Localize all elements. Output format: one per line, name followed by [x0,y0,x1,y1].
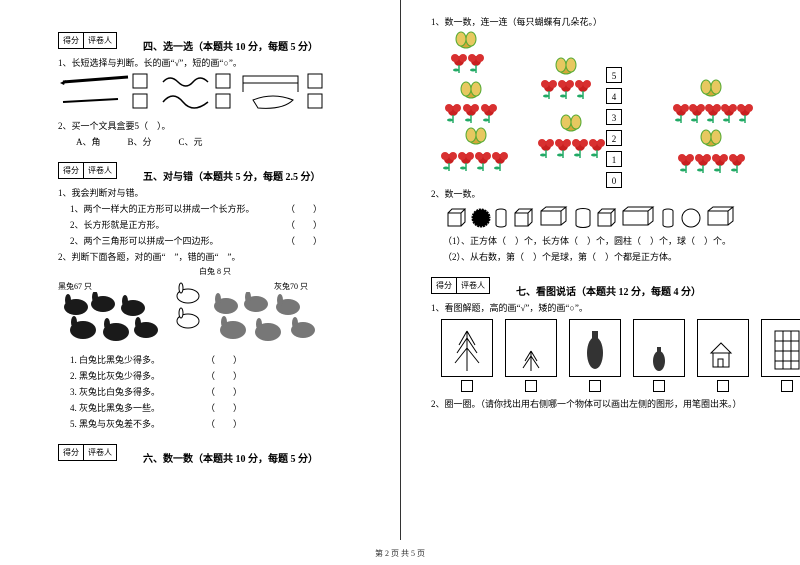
checkbox[interactable] [589,380,601,392]
score-label: 得分 [59,445,83,460]
pic-item [697,319,749,392]
sec5-rabbit-list: 1. 白兔比黑兔少得多。（ ） 2. 黑兔比灰兔少得多。（ ） 3. 灰兔比白兔… [70,353,372,430]
score-label: 得分 [59,163,83,178]
sec6-q1: 1、数一数，连一连（每只蝴蝶有几朵花。） [431,15,762,28]
sec5-q1-list: 1、两个一样大的正方形可以拼成一个长方形。（ ） 2、长方形就是正方形。（ ） … [70,202,372,247]
sec5-q1a: 1、两个一样大的正方形可以拼成一个长方形。（ ） [70,202,372,215]
checkbox[interactable] [717,380,729,392]
sec6-q2b: （2）、从右数，第（ ）个是球，第（ ）个都是正方体。 [443,250,762,263]
sec7-q1: 1、看图解题，高的画“√”，矮的画“○”。 [431,301,762,314]
section-4-title: 四、选一选（本题共 10 分，每题 5 分） [143,38,318,53]
white-rabbit-label: 白兔 8 只 [58,266,372,277]
pic-item [761,319,800,392]
gray-rabbits-icon [208,292,323,347]
section-7-header: 得分评卷人 七、看图说话（本题共 12 分，每题 4 分） [431,277,762,298]
sec5-r5: 5. 黑兔与灰兔差不多。（ ） [70,417,292,430]
pic-item [441,319,493,392]
solid-shapes-icon [443,203,753,231]
gray-rabbit-label: 灰兔70 只 [208,281,328,292]
section-5-header: 得分评卷人 五、对与错（本题共 5 分，每题 2.5 分） [58,162,372,183]
tall-bottle-icon [569,319,621,377]
checkbox[interactable] [781,380,793,392]
grader-label: 评卷人 [83,163,116,178]
sec6-q2a: （1）、正方体（ ）个，长方体（ ）个，圆柱（ ）个，球（ ）个。 [443,234,762,247]
shapes-row [443,203,762,231]
page-footer: 第 2 页 共 5 页 [0,548,800,559]
rabbit-figure: 黑兔67 只 灰兔70 只 [58,281,372,349]
grader-label: 评卷人 [83,445,116,460]
sec5-r3: 3. 灰兔比白兔多得多。（ ） [70,385,292,398]
house-icon [697,319,749,377]
flowers-icon [431,31,761,181]
checkbox[interactable] [525,380,537,392]
score-grader-box: 得分评卷人 [58,444,117,461]
grader-label: 评卷人 [456,278,489,293]
left-column: 得分评卷人 四、选一选（本题共 10 分，每题 5 分） 1、长短选择与判断。长… [0,0,400,540]
section-5-title: 五、对与错（本题共 5 分，每题 2.5 分） [143,168,321,183]
sec7-q2: 2、圈一圈。（请你找出用右侧哪一个物体可以画出左侧的图形，用笔圈出来。） [431,397,762,410]
tall-tree-icon [441,319,493,377]
pic-item [633,319,685,392]
sec5-q1: 1、我会判断对与错。 [58,186,372,199]
sec6-q2: 2、数一数。 [431,187,762,200]
section-6-title: 六、数一数（本题共 10 分，每题 5 分） [143,450,318,465]
sec5-q1b: 2、长方形就是正方形。（ ） [70,218,372,231]
section-7-title: 七、看图说话（本题共 12 分，每题 4 分） [516,283,701,298]
pic-item [505,319,557,392]
sec5-q2: 2、判断下面各题，对的画“ ”，错的画“ ”。 [58,250,372,263]
section-6-header: 得分评卷人 六、数一数（本题共 10 分，每题 5 分） [58,444,372,465]
black-rabbits-icon [58,292,163,347]
right-column: 1、数一数，连一连（每只蝴蝶有几朵花。） 5 4 3 2 1 0 [400,0,800,540]
sec4-q1-figure [58,72,372,116]
score-label: 得分 [59,33,83,48]
sec5-r1: 1. 白兔比黑兔少得多。（ ） [70,353,292,366]
black-rabbit-label: 黑兔67 只 [58,281,168,292]
sec4-q2: 2、买一个文具盒要5（ ）。 [58,119,372,132]
short-tree-icon [505,319,557,377]
grader-label: 评卷人 [83,33,116,48]
score-grader-box: 得分评卷人 [58,32,117,49]
short-bottle-icon [633,319,685,377]
sec5-r2: 2. 黑兔比灰兔少得多。（ ） [70,369,292,382]
sec5-r4: 4. 灰兔比黑兔多一些。（ ） [70,401,292,414]
butterfly-figure: 5 4 3 2 1 0 [431,31,762,181]
white-rabbits-icon [168,281,208,336]
score-grader-box: 得分评卷人 [431,277,490,294]
worksheet-page: 得分评卷人 四、选一选（本题共 10 分，每题 5 分） 1、长短选择与判断。长… [0,0,800,540]
sec5-q1c: 2、两个三角形可以拼成一个四边形。（ ） [70,234,372,247]
score-label: 得分 [432,278,456,293]
checkbox[interactable] [461,380,473,392]
height-compare-row [441,319,762,392]
checkbox[interactable] [653,380,665,392]
section-4-header: 得分评卷人 四、选一选（本题共 10 分，每题 5 分） [58,32,372,53]
sec4-q2-options: A、角 B、分 C、元 [58,135,372,148]
pic-item [569,319,621,392]
length-compare-icon [58,72,358,114]
building-icon [761,319,800,377]
score-grader-box: 得分评卷人 [58,162,117,179]
sec4-q1: 1、长短选择与判断。长的画“√”，短的画“○”。 [58,56,372,69]
